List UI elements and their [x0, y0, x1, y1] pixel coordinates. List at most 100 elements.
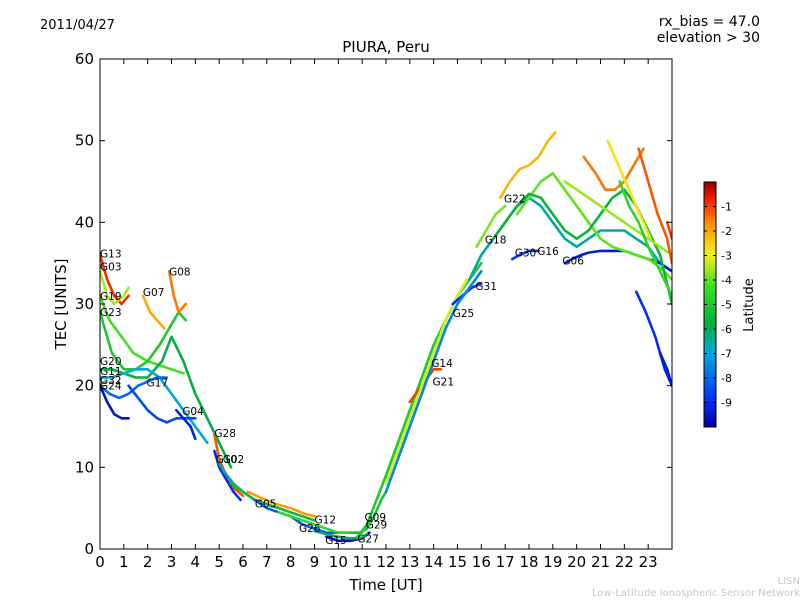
x-tick-label: 13: [400, 553, 419, 571]
y-axis-label: TEC [UNITS]: [52, 259, 70, 351]
x-tick-label: 9: [310, 553, 320, 571]
satellite-label-g07: G07: [143, 287, 165, 299]
satellite-label-g23: G23: [100, 307, 122, 319]
satellite-label-g30: G30: [515, 248, 537, 260]
satellite-label-g26: G26: [299, 523, 321, 535]
x-tick-label: 17: [496, 553, 515, 571]
series-g15: [277, 510, 364, 535]
x-tick-label: 16: [472, 553, 491, 571]
series-s10: [665, 221, 672, 240]
colorbar-tick-label: -9: [721, 397, 732, 410]
series-s5: [563, 180, 672, 257]
date-label: 2011/04/27: [40, 18, 115, 33]
watermark-lisn: LISN: [777, 576, 800, 587]
colorbar-tick-label: -2: [721, 225, 732, 238]
satellite-label-g13: G13: [100, 248, 122, 260]
x-tick-label: 14: [424, 553, 443, 571]
satellite-label-g05: G05: [255, 498, 277, 510]
colorbar-label: Latitude: [742, 278, 757, 332]
satellite-label-g04: G04: [182, 406, 204, 418]
y-tick-label: 30: [75, 295, 94, 313]
x-tick-label: 2: [143, 553, 153, 571]
satellite-label-g22: G22: [504, 194, 526, 206]
satellite-label-g19: G19: [100, 291, 122, 303]
series-g08: [167, 269, 188, 314]
x-tick-label: 22: [615, 553, 634, 571]
series-g27: [313, 529, 369, 540]
satellite-label-g31: G31: [475, 281, 497, 293]
satellite-label-g20: G20: [100, 356, 122, 368]
x-tick-label: 23: [639, 553, 658, 571]
x-tick-label: 3: [167, 553, 177, 571]
chart-title: PIURA, Peru: [342, 38, 429, 56]
satellite-label-g15: G15: [325, 535, 347, 547]
series-g04: [175, 408, 197, 441]
series-g13: [100, 253, 130, 306]
series-g05: [229, 482, 316, 522]
satellite-label-g10: G10: [216, 454, 238, 466]
series-g03: [100, 269, 130, 306]
series-g22: [499, 131, 557, 200]
satellite-label-g28: G28: [214, 428, 236, 440]
satellite-label-g02: G02: [223, 454, 245, 466]
satellite-label-g27: G27: [357, 533, 379, 545]
satellite-label-g32: G32: [100, 375, 122, 387]
series-s1: [515, 172, 672, 281]
satellite-label-g21: G21: [433, 377, 455, 389]
x-tick-label: 5: [214, 553, 224, 571]
satellite-label-g08: G08: [169, 266, 191, 278]
satellite-label-g14: G14: [431, 358, 453, 370]
x-tick-label: 15: [448, 553, 467, 571]
y-tick-label: 20: [75, 377, 94, 395]
colorbar-tick-label: -7: [721, 348, 732, 361]
satellite-label-g18: G18: [485, 235, 507, 247]
satellite-label-g09: G09: [365, 512, 387, 524]
x-tick-label: 6: [238, 553, 248, 571]
series-s7: [618, 180, 672, 298]
series-g19: [100, 294, 185, 375]
colorbar-tick-label: -8: [721, 372, 732, 385]
x-tick-label: 18: [519, 553, 538, 571]
colorbar-tick-label: -4: [721, 274, 732, 287]
series-g12: [246, 490, 316, 518]
colorbar-tick-label: -3: [721, 250, 732, 263]
series-g25: [384, 278, 469, 486]
colorbar-tick-label: -6: [721, 323, 732, 336]
series-s6: [637, 147, 672, 265]
y-tick-label: 50: [75, 132, 94, 150]
x-tick-label: 19: [543, 553, 562, 571]
x-tick-label: 20: [567, 553, 586, 571]
x-tick-label: 7: [262, 553, 272, 571]
watermark: LISN Low-Latitude Ionospheric Sensor Net…: [592, 576, 800, 600]
watermark-network: Low-Latitude Ionospheric Sensor Network: [592, 588, 800, 599]
x-tick-label: 21: [591, 553, 610, 571]
y-tick-label: 10: [75, 458, 94, 476]
y-tick-label: 0: [84, 540, 94, 558]
receiver-info: rx_bias = 47.0 elevation > 30: [657, 14, 760, 46]
series-s9: [658, 351, 672, 388]
series-g18: [475, 204, 507, 249]
series-s3: [582, 147, 645, 191]
satellite-label-g06: G06: [562, 256, 584, 268]
satellite-label-g17: G17: [147, 377, 169, 389]
x-tick-label: 11: [353, 553, 372, 571]
elevation-label: elevation > 30: [656, 30, 760, 46]
series-g24: [100, 384, 130, 420]
satellite-label-g12: G12: [315, 515, 337, 527]
rx-bias-label: rx_bias = 47.0: [658, 14, 760, 30]
x-tick-label: 1: [119, 553, 129, 571]
x-tick-label: 12: [376, 553, 395, 571]
series-g09: [348, 490, 388, 535]
series-s11: [384, 269, 483, 494]
x-tick-label: 0: [95, 553, 105, 571]
series-g23: [100, 310, 188, 371]
series-g30: [510, 249, 540, 261]
y-tick-label: 40: [75, 213, 94, 231]
satellite-label-g16: G16: [537, 246, 559, 258]
satellite-label-g03: G03: [100, 261, 122, 273]
y-tick-label: 60: [75, 50, 94, 68]
satellite-label-g29: G29: [366, 520, 388, 532]
series-s8: [634, 290, 672, 388]
series-g07: [141, 294, 166, 330]
x-tick-label: 10: [329, 553, 348, 571]
